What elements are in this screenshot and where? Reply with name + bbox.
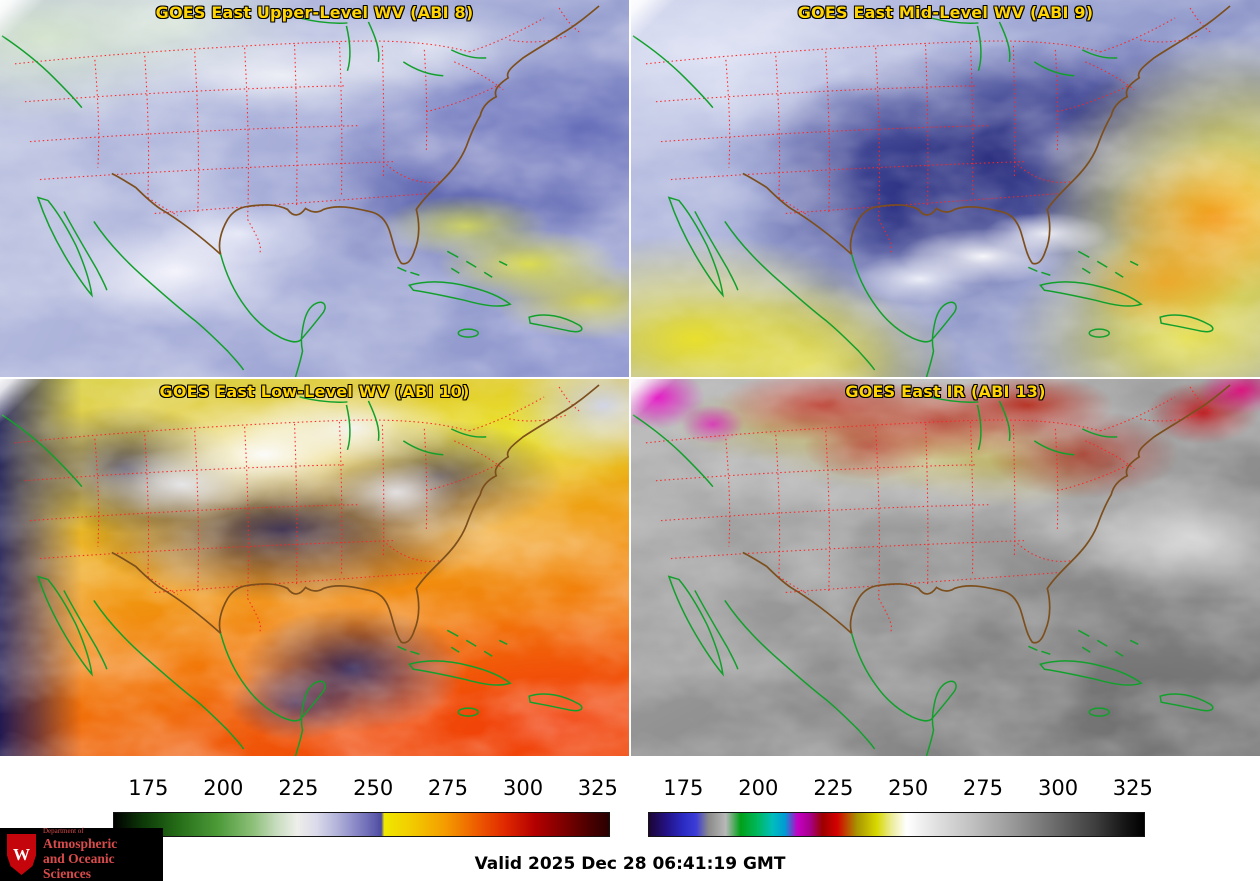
satellite-quad-grid: GOES East Upper-Level WV (ABI 8) GOES Ea…	[0, 0, 1260, 756]
panel-low-level-wv[interactable]: GOES East Low-Level WV (ABI 10)	[0, 379, 629, 756]
tick-label: 300	[1037, 776, 1079, 800]
tick-label: 175	[128, 776, 169, 800]
crest-letter: W	[13, 844, 30, 864]
ir-colorbar-ticks: 175 200 225 250 275 300 325	[648, 776, 1153, 804]
panel-title-abi13: GOES East IR (ABI 13)	[845, 382, 1046, 401]
tick-label: 250	[888, 776, 929, 800]
cloud-texture	[631, 0, 1260, 377]
ir-colorbar: 175 200 225 250 275 300 325	[648, 756, 1153, 846]
cloud-texture	[631, 379, 1260, 756]
tick-label: 275	[962, 776, 1004, 800]
map-overlay	[631, 0, 1260, 377]
cloud-texture	[0, 379, 629, 756]
panel-title-abi8: GOES East Upper-Level WV (ABI 8)	[155, 3, 474, 22]
wv-colorbar-ticks: 175 200 225 250 275 300 325	[113, 776, 618, 804]
footer: 175 200 225 250 275 300 325 175 200 225 …	[0, 756, 1260, 881]
department-of-label: Department of	[43, 826, 84, 835]
ir-colorbar-gradient	[648, 812, 1145, 837]
tick-label: 275	[427, 776, 469, 800]
tick-label: 175	[663, 776, 704, 800]
oceanic-sciences-label: and Oceanic Sciences	[43, 850, 115, 881]
department-name: Department of Atmospheric and Oceanic Sc…	[43, 826, 156, 881]
panel-title-abi9: GOES East Mid-Level WV (ABI 9)	[797, 3, 1094, 22]
panel-mid-level-wv[interactable]: GOES East Mid-Level WV (ABI 9)	[631, 0, 1260, 377]
map-overlay	[0, 379, 629, 756]
valid-time: Valid 2025 Dec 28 06:41:19 GMT	[474, 854, 786, 874]
map-overlay	[631, 379, 1260, 756]
cloud-texture	[0, 0, 629, 377]
tick-label: 300	[502, 776, 544, 800]
atmospheric-label: Atmospheric	[43, 835, 118, 851]
tick-label: 325	[1112, 776, 1153, 800]
tick-label: 325	[577, 776, 618, 800]
tick-label: 225	[278, 776, 319, 800]
wv-colorbar-gradient	[113, 812, 610, 837]
tick-label: 250	[353, 776, 394, 800]
tick-label: 200	[203, 776, 244, 800]
panel-title-abi10: GOES East Low-Level WV (ABI 10)	[159, 382, 470, 401]
panel-upper-level-wv[interactable]: GOES East Upper-Level WV (ABI 8)	[0, 0, 629, 377]
wv-colorbar: 175 200 225 250 275 300 325	[113, 756, 618, 846]
panel-ir[interactable]: GOES East IR (ABI 13)	[631, 379, 1260, 756]
tick-label: 225	[813, 776, 854, 800]
map-overlay	[0, 0, 629, 377]
uw-aos-logo[interactable]: W Department of Atmospheric and Oceanic …	[0, 826, 163, 881]
tick-label: 200	[738, 776, 779, 800]
